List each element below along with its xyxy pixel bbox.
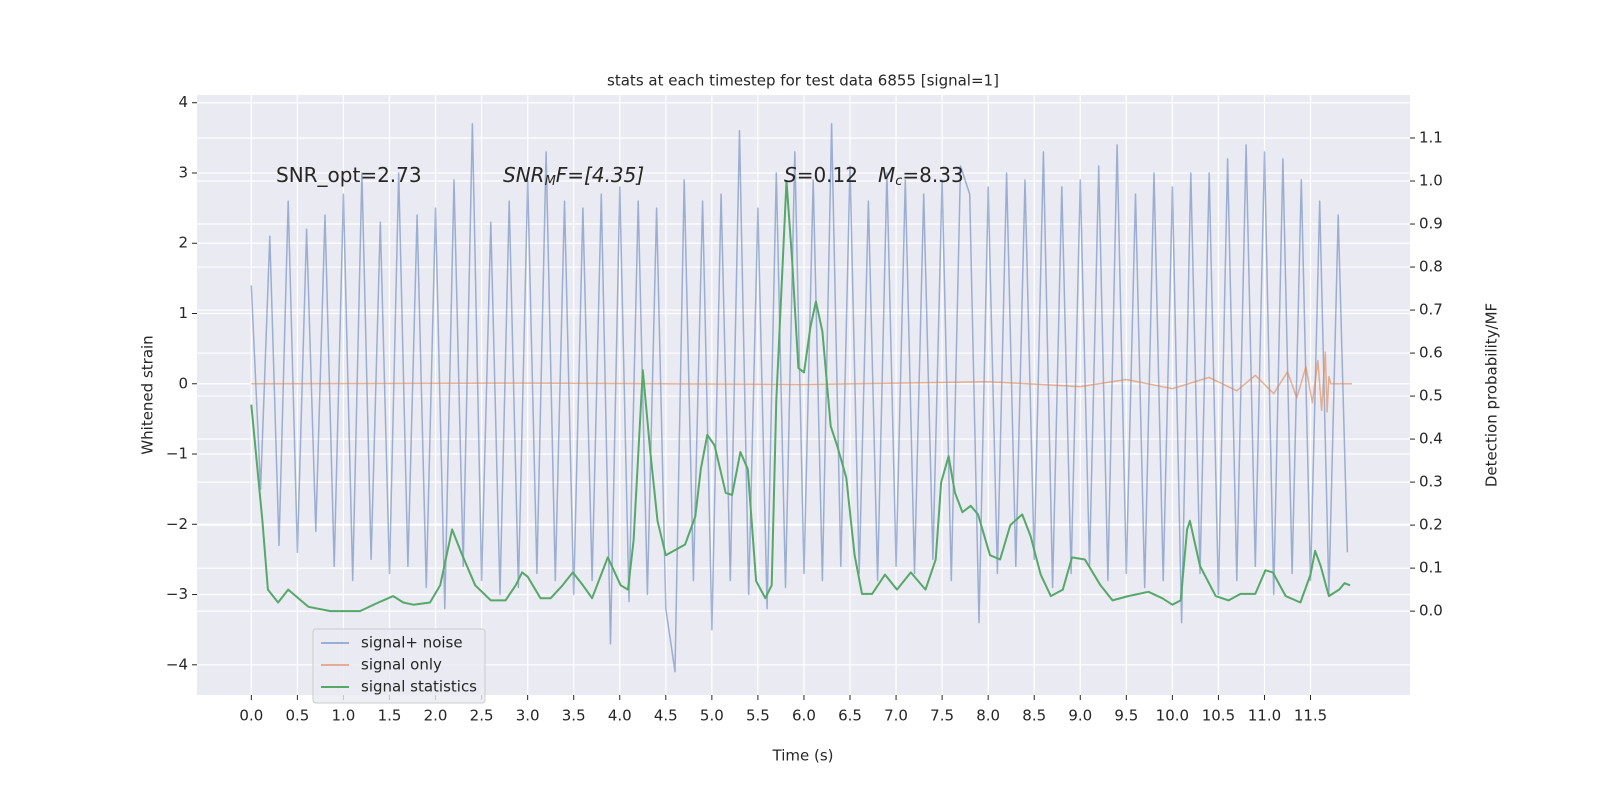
y2-tick-label: 0.3: [1419, 473, 1443, 491]
annotation-text: F=[4.35]: [556, 163, 644, 187]
x-tick-label: 8.5: [1022, 707, 1046, 725]
x-tick-label: 11.0: [1248, 707, 1281, 725]
x-tick-label: 0.5: [285, 707, 309, 725]
y2-tick-label: 0.6: [1419, 344, 1443, 362]
x-tick-label: 8.0: [976, 707, 1000, 725]
x-tick-label: 9.5: [1114, 707, 1138, 725]
x-tick-label: 7.0: [884, 707, 908, 725]
y2-tick-label: 1.1: [1419, 129, 1443, 147]
series-line: [251, 351, 1352, 413]
legend-box: [312, 628, 486, 704]
y-tick-label: −1: [166, 445, 188, 463]
y2-tick-label: 0.1: [1419, 559, 1443, 577]
annotation-subscript: M: [545, 174, 556, 189]
annotation-text: S: [784, 163, 797, 187]
annotation-subscript: c: [895, 174, 902, 189]
y-tick-label: 3: [178, 163, 188, 181]
annotation: S=0.12: [784, 163, 858, 187]
y-tick-label: 0: [178, 374, 188, 392]
x-tick-label: 2.0: [424, 707, 448, 725]
annotation: SNRMF=[4.35]: [503, 163, 644, 189]
x-tick-label: 5.0: [700, 707, 724, 725]
y2-tick-label: 0.2: [1419, 516, 1443, 534]
y-axis-label: Whitened strain: [139, 335, 157, 454]
y2-tick-label: 0.9: [1419, 215, 1443, 233]
x-tick-label: 7.5: [930, 707, 954, 725]
legend-label: signal+ noise: [361, 634, 463, 652]
x-tick-label: 3.0: [516, 707, 540, 725]
x-tick-label: 4.5: [654, 707, 678, 725]
series-line: [250, 180, 1351, 613]
x-tick-label: 2.5: [470, 707, 494, 725]
annotation: SNR_opt=2.73: [276, 163, 422, 187]
y2-tick-label: 0.7: [1419, 301, 1443, 319]
y-tick-label: 1: [178, 304, 188, 322]
y2-axis-label: Detection probability/MF: [1483, 303, 1501, 487]
legend-label: signal only: [361, 656, 442, 674]
annotation-text: =8.33: [902, 163, 963, 187]
annotation-text: SNR: [503, 163, 545, 187]
series-line: [250, 123, 1349, 673]
y2-tick-label: 0.0: [1419, 602, 1443, 620]
x-tick-label: 6.5: [838, 707, 862, 725]
y-tick-label: −2: [166, 515, 188, 533]
x-tick-label: 5.5: [746, 707, 770, 725]
annotation: Mc=8.33: [878, 163, 964, 189]
y2-tick-label: 0.8: [1419, 258, 1443, 276]
x-tick-label: 9.0: [1068, 707, 1092, 725]
annotation-text: SNR_opt=2.73: [276, 163, 422, 187]
annotation-text: =0.12: [797, 163, 858, 187]
legend-label: signal statistics: [361, 678, 477, 696]
y2-tick-label: 1.0: [1419, 172, 1443, 190]
x-tick-label: 10.0: [1156, 707, 1189, 725]
legend: signal+ noise signal only signal statistic…: [312, 628, 486, 704]
x-tick-label: 6.0: [792, 707, 816, 725]
x-tick-label: 1.0: [332, 707, 356, 725]
y-tick-label: −3: [166, 585, 188, 603]
x-axis-label: Time (s): [772, 747, 834, 765]
y-tick-label: 2: [178, 234, 188, 252]
y-tick-label: 4: [178, 93, 188, 111]
annotation-text: M: [878, 163, 895, 187]
x-tick-label: 11.5: [1294, 707, 1327, 725]
x-tick-label: 3.5: [562, 707, 586, 725]
x-tick-label: 10.5: [1202, 707, 1235, 725]
x-tick-label: 4.0: [608, 707, 632, 725]
x-tick-label: 0.0: [239, 707, 263, 725]
y-tick-label: −4: [166, 655, 188, 673]
x-tick-label: 1.5: [378, 707, 402, 725]
y2-tick-label: 0.5: [1419, 387, 1443, 405]
chart-title: stats at each timestep for test data 685…: [607, 72, 999, 90]
y2-tick-label: 0.4: [1419, 430, 1443, 448]
